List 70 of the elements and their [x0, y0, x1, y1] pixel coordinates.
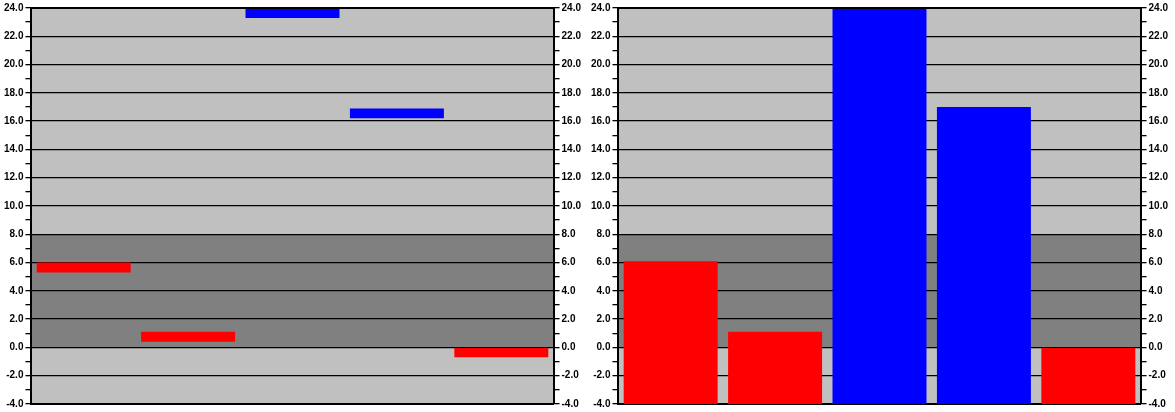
y-tick-label: 20.0 [3, 58, 24, 70]
y2-tick-label: 14.0 [1148, 143, 1169, 155]
y-tick-label: -4.0 [593, 397, 611, 409]
y-tick-label: 10.0 [590, 199, 611, 211]
y-tick-label: 4.0 [9, 284, 24, 296]
y-tick-label: 2.0 [9, 312, 24, 324]
y2-tick-label: 24.0 [1148, 1, 1169, 13]
y-tick-label: 14.0 [3, 143, 24, 155]
y-tick-label: 22.0 [3, 30, 24, 42]
y-tick-label: 4.0 [596, 284, 611, 296]
y2-tick-label: 2.0 [561, 312, 576, 324]
y2-tick-label: -4.0 [1148, 397, 1167, 409]
y-tick-label: 6.0 [596, 256, 611, 268]
bar [349, 108, 444, 119]
bar [623, 261, 718, 404]
y2-tick-label: 4.0 [561, 284, 576, 296]
y-tick-label: 24.0 [590, 1, 611, 13]
y2-tick-label: 6.0 [561, 256, 576, 268]
y2-tick-label: 6.0 [1148, 256, 1163, 268]
y2-tick-label: 4.0 [1148, 284, 1163, 296]
y-tick-label: -2.0 [6, 369, 24, 381]
bar [1041, 348, 1136, 404]
y-tick-label: 14.0 [590, 143, 611, 155]
y2-tick-label: 10.0 [1148, 199, 1169, 211]
bar [141, 331, 236, 342]
y-tick-label: 8.0 [596, 228, 611, 240]
y2-tick-label: 0.0 [1148, 341, 1163, 353]
y-tick-label: 0.0 [596, 341, 611, 353]
y2-tick-label: 10.0 [561, 199, 582, 211]
y2-tick-label: 16.0 [1148, 114, 1169, 126]
y2-tick-label: 12.0 [1148, 171, 1169, 183]
y2-tick-label: 18.0 [1148, 86, 1169, 98]
y-tick-label: -4.0 [6, 397, 24, 409]
y2-tick-label: 22.0 [1148, 30, 1169, 42]
y-tick-label: -2.0 [593, 369, 611, 381]
y2-tick-label: 8.0 [1148, 228, 1163, 240]
bar [728, 331, 823, 404]
y-tick-label: 22.0 [590, 30, 611, 42]
y2-tick-label: 12.0 [561, 171, 582, 183]
y2-tick-label: 20.0 [561, 58, 582, 70]
y-tick-label: 0.0 [9, 341, 24, 353]
y2-tick-label: 2.0 [1148, 312, 1163, 324]
y2-tick-label: 8.0 [561, 228, 576, 240]
y2-tick-label: 16.0 [561, 114, 582, 126]
bar [454, 348, 549, 358]
y2-tick-label: 14.0 [561, 143, 582, 155]
y-tick-label: 10.0 [3, 199, 24, 211]
y2-tick-label: 0.0 [561, 341, 576, 353]
y-tick-label: 12.0 [3, 171, 24, 183]
y-tick-label: 8.0 [9, 228, 24, 240]
y2-tick-label: 20.0 [1148, 58, 1169, 70]
y-tick-label: 2.0 [596, 312, 611, 324]
y-tick-label: 6.0 [9, 256, 24, 268]
bar [245, 8, 340, 18]
y2-tick-label: -4.0 [561, 397, 580, 409]
y-tick-label: 16.0 [590, 114, 611, 126]
y2-tick-label: 18.0 [561, 86, 582, 98]
y-tick-label: 12.0 [590, 171, 611, 183]
y2-tick-label: -2.0 [1148, 369, 1167, 381]
y-tick-label: 16.0 [3, 114, 24, 126]
y2-tick-label: 22.0 [561, 30, 582, 42]
y2-tick-label: -2.0 [561, 369, 580, 381]
bar [36, 262, 131, 273]
bar [936, 107, 1031, 404]
bar [832, 8, 927, 404]
y-tick-label: 18.0 [590, 86, 611, 98]
y2-tick-label: 24.0 [561, 1, 582, 13]
y-tick-label: 18.0 [3, 86, 24, 98]
y-tick-label: 20.0 [590, 58, 611, 70]
y-tick-label: 24.0 [3, 1, 24, 13]
